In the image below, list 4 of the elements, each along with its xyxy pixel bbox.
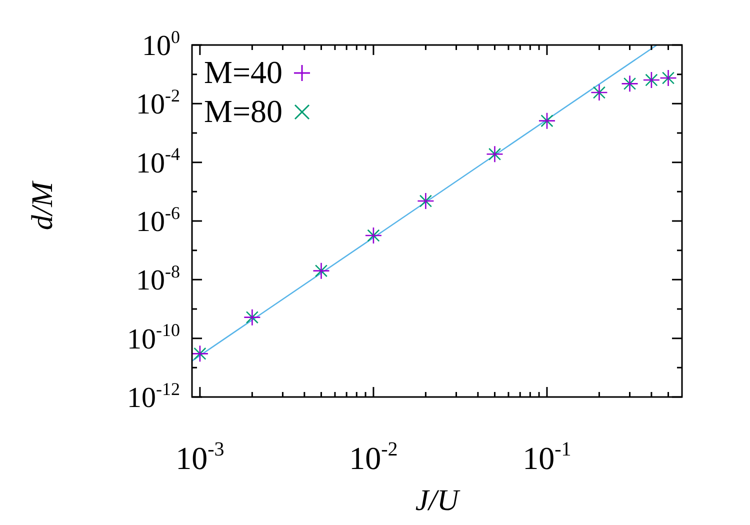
y-axis-title: d/M bbox=[26, 180, 59, 230]
x-axis-title: J/U bbox=[415, 484, 461, 517]
legend-label: M=80 bbox=[204, 92, 282, 131]
legend-label: M=40 bbox=[204, 53, 282, 92]
